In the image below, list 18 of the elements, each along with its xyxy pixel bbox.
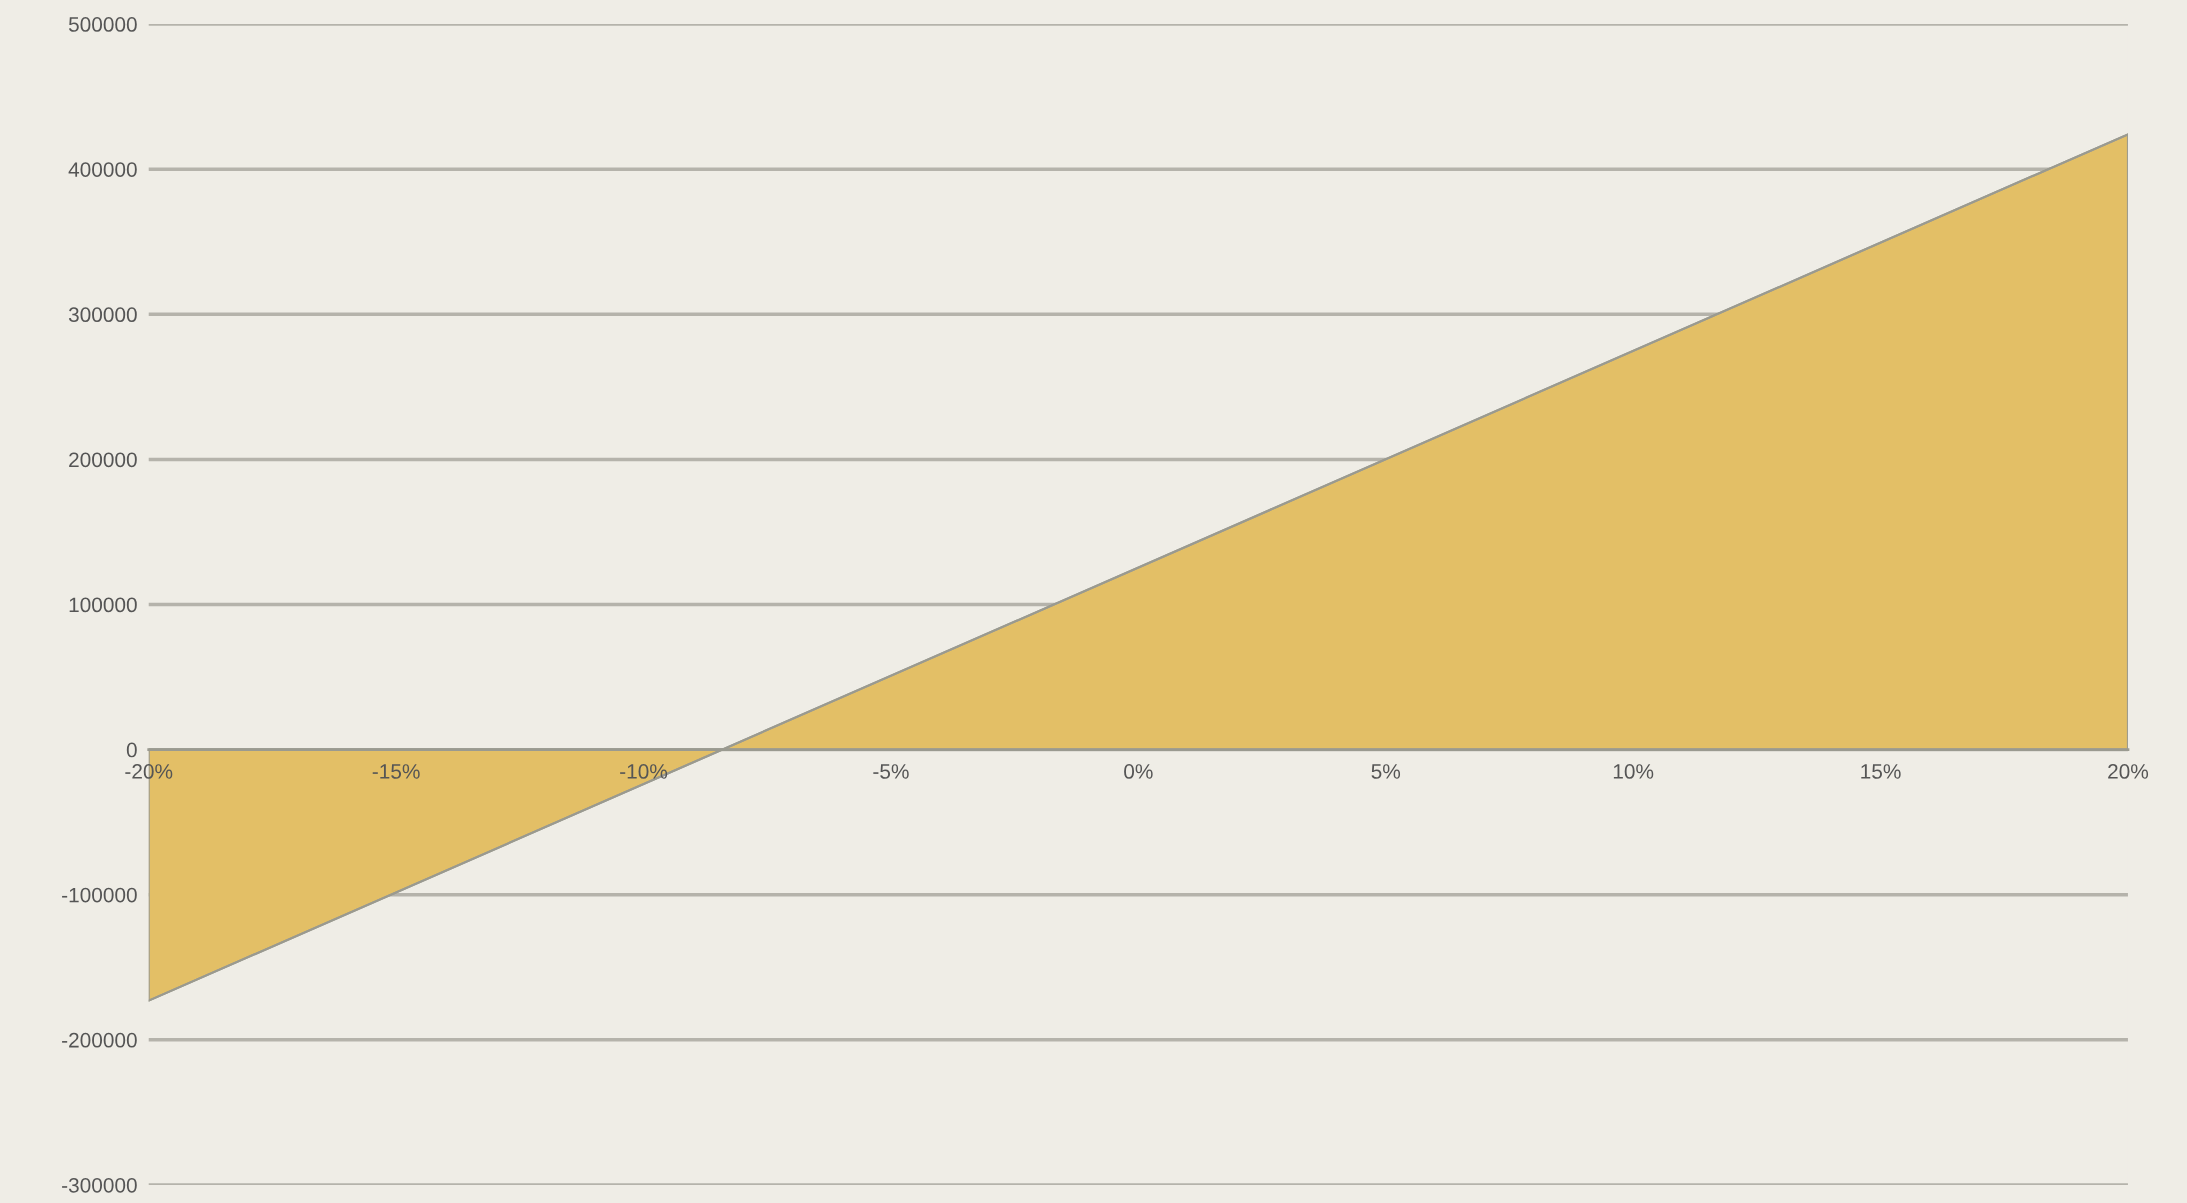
y-tick-label: -100000 — [62, 887, 137, 903]
y-tick-label: -200000 — [62, 1032, 137, 1048]
x-tick-label: 15% — [1861, 764, 1901, 779]
x-tick-label: -5% — [873, 764, 909, 779]
y-tick-label: 100000 — [69, 597, 137, 613]
y-tick-label: 400000 — [68, 162, 137, 177]
y-tick-label: 300000 — [68, 307, 137, 323]
x-tick-label: -15% — [372, 764, 420, 779]
y-tick-label: 500000 — [68, 17, 137, 32]
y-tick-label: 200000 — [69, 452, 137, 468]
x-tick-label: -10% — [620, 764, 668, 779]
x-tick-label: 10% — [1613, 764, 1654, 779]
x-tick-label: -20% — [125, 764, 173, 779]
x-tick-label: 5% — [1371, 764, 1401, 779]
x-tick-label: 0% — [1124, 764, 1153, 779]
x-tick-label: 20% — [2108, 764, 2149, 779]
y-tick-label: 0 — [126, 742, 137, 758]
y-tick-label: -300000 — [62, 1177, 137, 1193]
